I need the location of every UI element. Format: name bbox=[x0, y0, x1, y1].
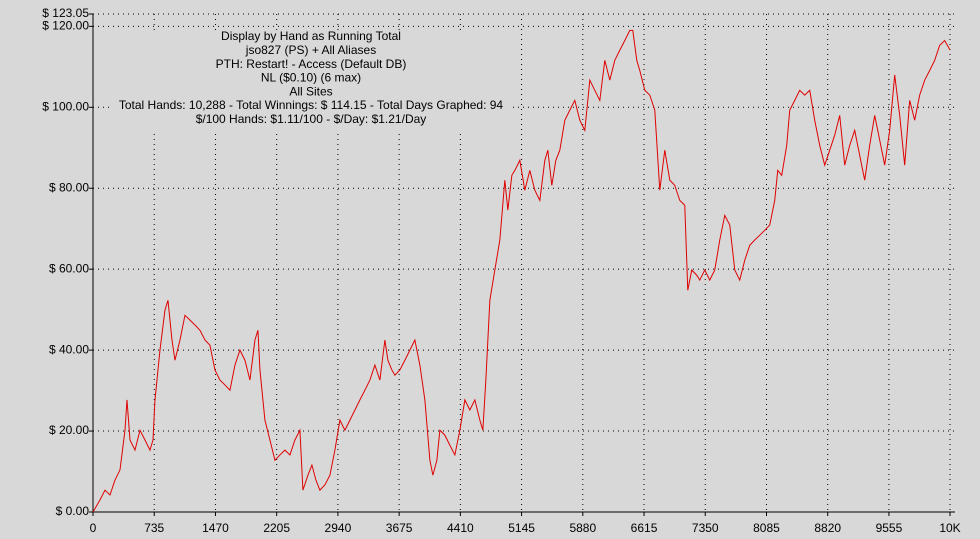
y-tick-label: $ 60.00 bbox=[49, 261, 89, 275]
title-line: NL ($0.10) (6 max) bbox=[261, 71, 361, 85]
x-tick-label: 735 bbox=[144, 521, 164, 535]
plot bbox=[92, 29, 951, 513]
y-tick-label: $ 120.00 bbox=[42, 19, 89, 33]
title-line: Display by Hand as Running Total bbox=[221, 29, 401, 43]
y-tick-label: $ 40.00 bbox=[49, 342, 89, 356]
title-line: jso827 (PS) + All Aliases bbox=[245, 43, 376, 57]
x-tick-label: 8085 bbox=[753, 521, 780, 535]
x-tick-label: 6615 bbox=[631, 521, 658, 535]
x-tick-label: 3675 bbox=[386, 521, 413, 535]
x-tick-label: 7350 bbox=[692, 521, 719, 535]
x-tick-label: 4410 bbox=[447, 521, 474, 535]
title-backdrop bbox=[112, 30, 512, 130]
x-tick-label: 2940 bbox=[325, 521, 352, 535]
x-tick-label: 10K bbox=[939, 521, 960, 535]
x-tick-label: 1470 bbox=[202, 521, 229, 535]
x-tick-label: 0 bbox=[90, 521, 97, 535]
title-line: $/100 Hands: $1.11/100 - $/Day: $1.21/Da… bbox=[196, 112, 427, 126]
x-tick-label: 5145 bbox=[508, 521, 535, 535]
y-tick-label: $ 80.00 bbox=[49, 180, 89, 194]
y-tick-label: $ 100.00 bbox=[42, 99, 89, 113]
title-line: Total Hands: 10,288 - Total Winnings: $ … bbox=[119, 98, 504, 112]
data-line bbox=[92, 29, 951, 513]
y-tick-label: $ 123.05 bbox=[42, 6, 89, 20]
y-tick-label: $ 0.00 bbox=[56, 504, 90, 518]
y-tick-label: $ 20.00 bbox=[49, 423, 89, 437]
x-tick-label: 5880 bbox=[569, 521, 596, 535]
title-line: All Sites bbox=[289, 84, 332, 98]
title-line: PTH: Restart! - Access (Default DB) bbox=[216, 57, 407, 71]
x-tick-label: 9555 bbox=[876, 521, 903, 535]
x-tick-label: 8820 bbox=[814, 521, 841, 535]
x-tick-label: 2205 bbox=[263, 521, 290, 535]
